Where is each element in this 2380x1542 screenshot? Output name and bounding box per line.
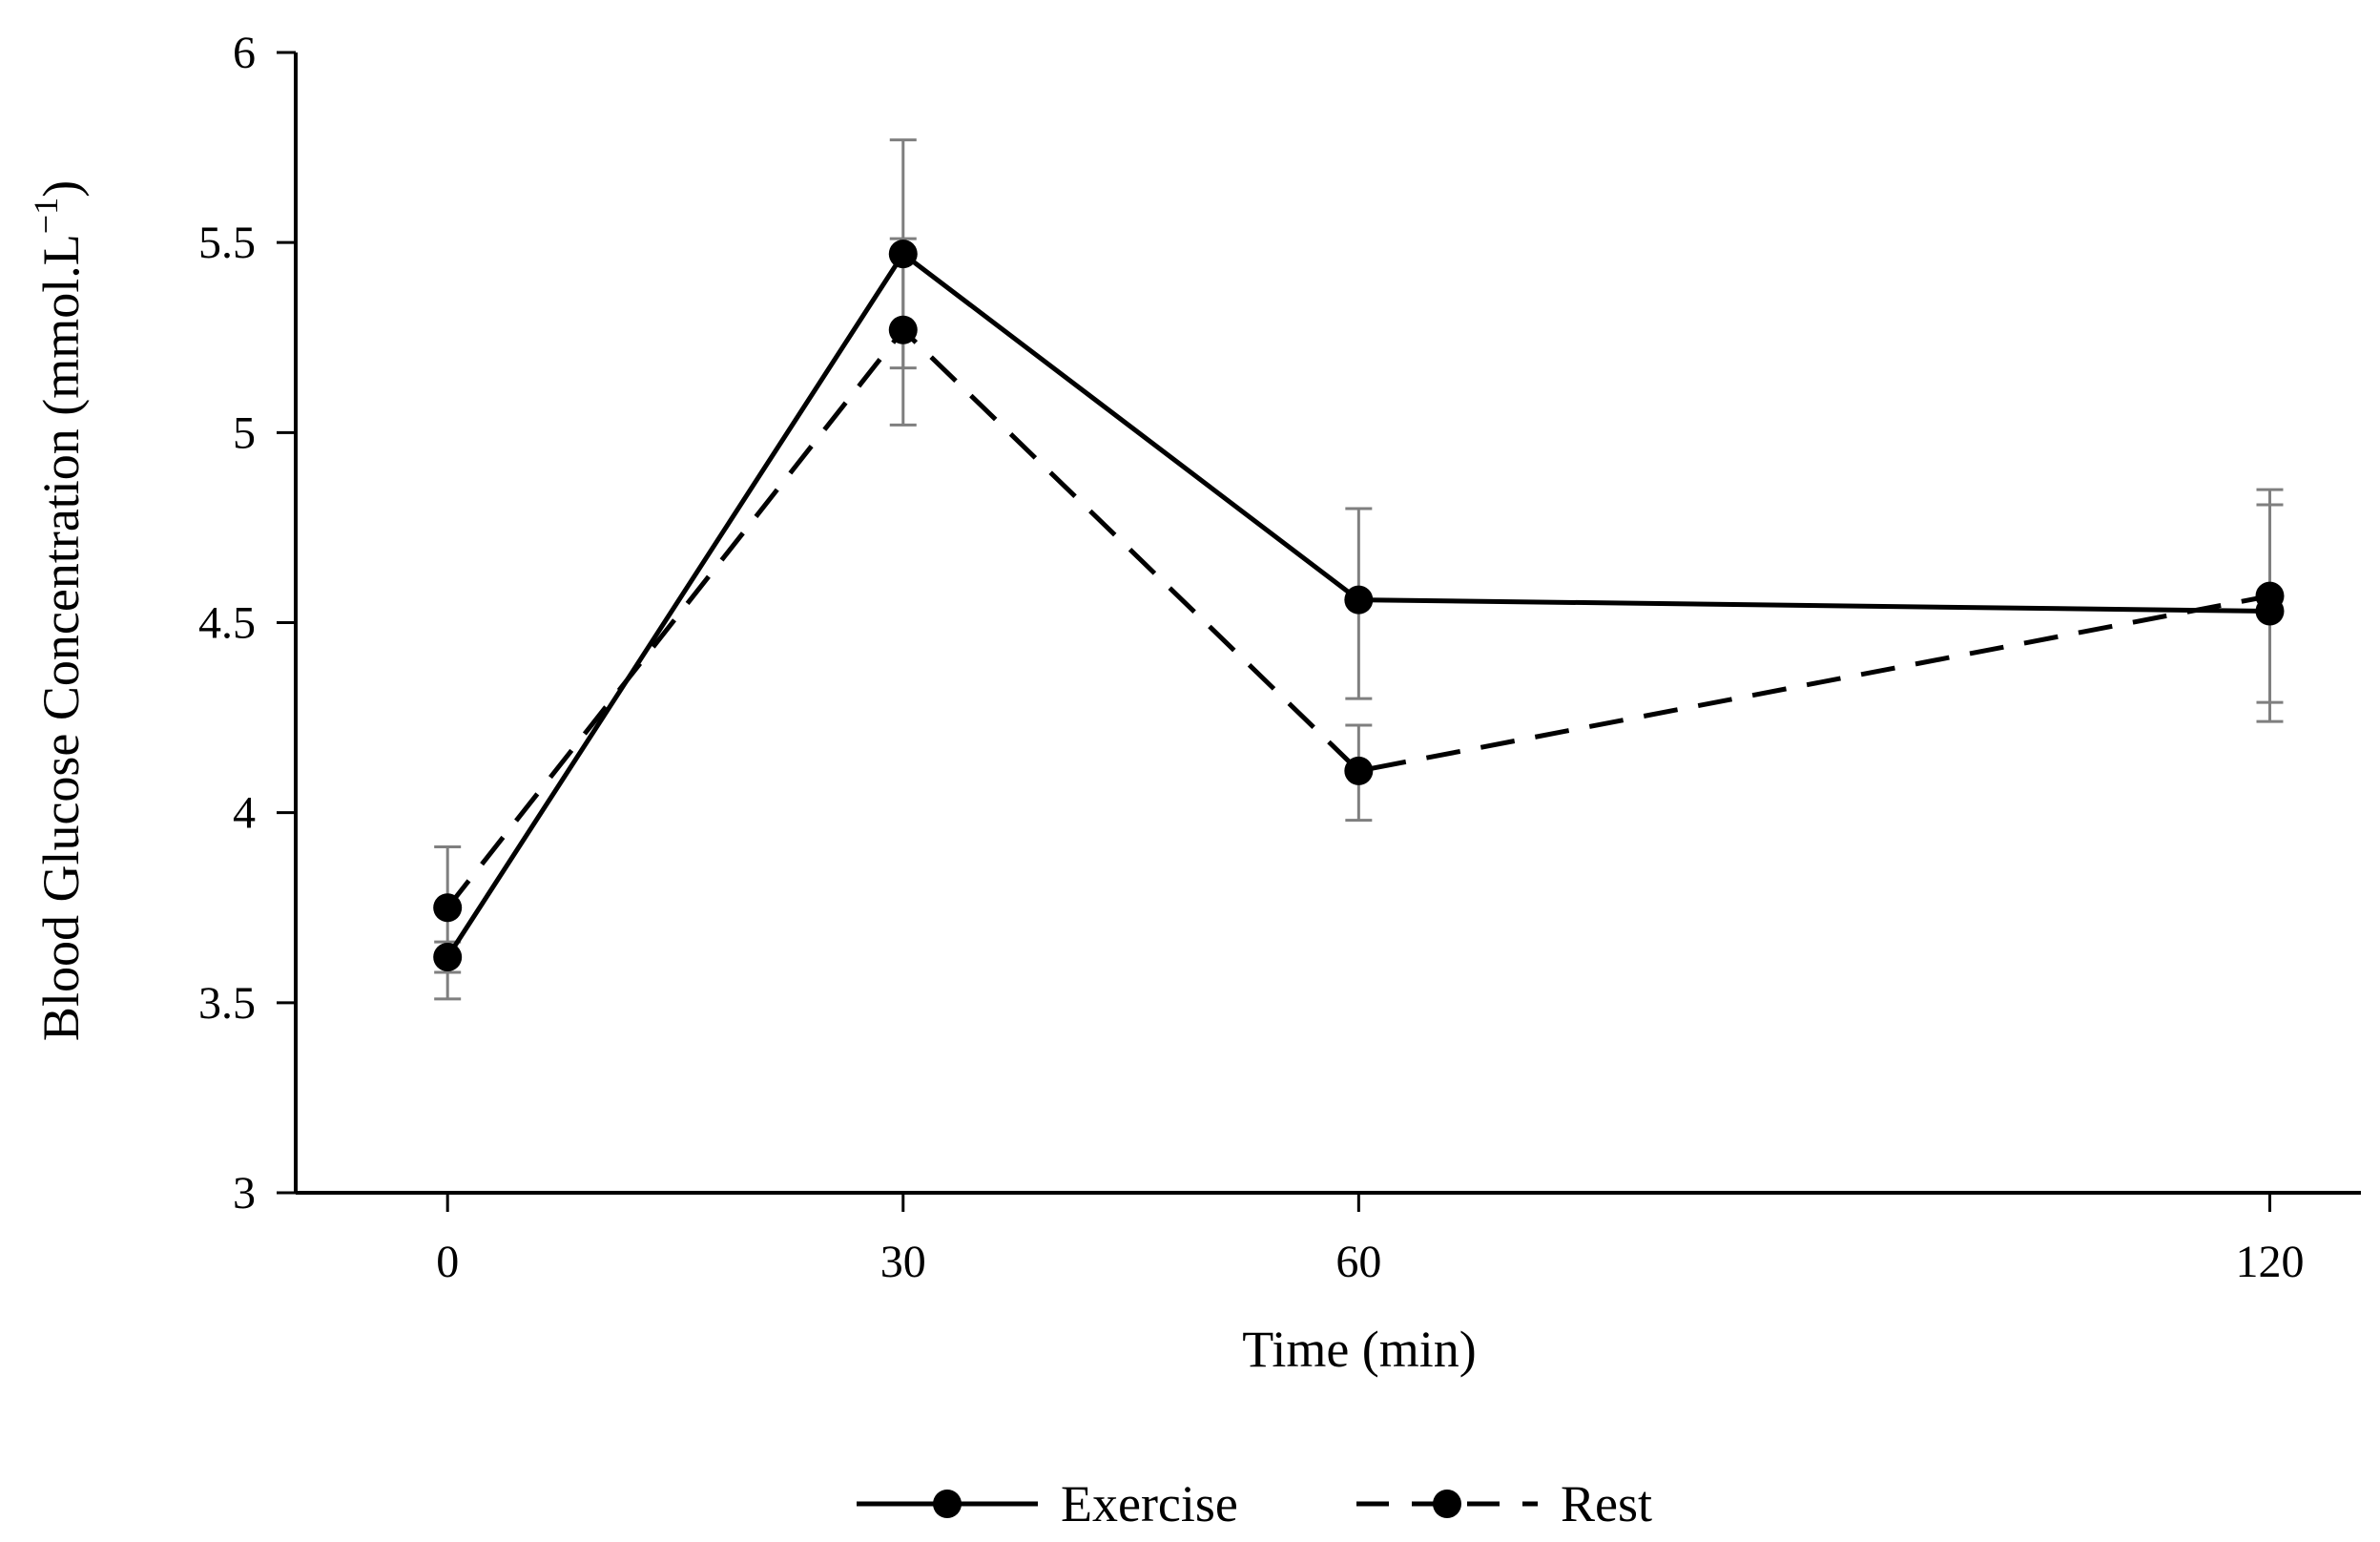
rest-data-point — [1344, 756, 1374, 785]
legend-marker-rest — [1433, 1490, 1461, 1518]
x-axis-title: Time (min) — [1242, 1321, 1477, 1378]
y-tick-label: 4.5 — [198, 598, 256, 649]
rest-data-point — [433, 893, 463, 923]
y-tick-label: 4 — [233, 788, 256, 839]
exercise-series-line — [445, 250, 2270, 959]
legend: Exercise Rest — [857, 1475, 1652, 1532]
legend-label-rest: Rest — [1561, 1475, 1652, 1532]
series-lines — [445, 250, 2270, 959]
x-tick-label: 30 — [880, 1237, 926, 1287]
rest-series-line — [445, 326, 2270, 909]
y-axis-title: Blood Glucose Concentration (mmol.L−1) — [27, 180, 90, 1041]
rest-data-point — [888, 315, 918, 344]
x-tick-label: 60 — [1335, 1237, 1381, 1287]
y-tick-label: 3 — [233, 1168, 256, 1219]
axes — [294, 52, 2361, 1195]
data-markers — [433, 240, 2285, 972]
x-tick-label: 120 — [2235, 1237, 2304, 1287]
y-tick-label: 3.5 — [198, 978, 256, 1029]
error-bars — [434, 138, 2284, 1001]
x-axis-ticks: 0 30 60 120 — [436, 1193, 2304, 1287]
y-tick-label: 6 — [233, 28, 256, 78]
legend-marker-exercise — [933, 1490, 962, 1518]
y-tick-label: 5.5 — [198, 218, 256, 268]
exercise-data-point — [433, 943, 463, 972]
rest-data-point — [2255, 581, 2285, 611]
y-axis-ticks: 3 3.5 4 4.5 5 5.5 6 — [198, 28, 296, 1219]
exercise-data-point — [888, 240, 918, 269]
x-tick-label: 0 — [436, 1237, 459, 1287]
exercise-data-point — [1344, 585, 1374, 615]
legend-label-exercise: Exercise — [1061, 1475, 1238, 1532]
y-tick-label: 5 — [233, 407, 256, 458]
